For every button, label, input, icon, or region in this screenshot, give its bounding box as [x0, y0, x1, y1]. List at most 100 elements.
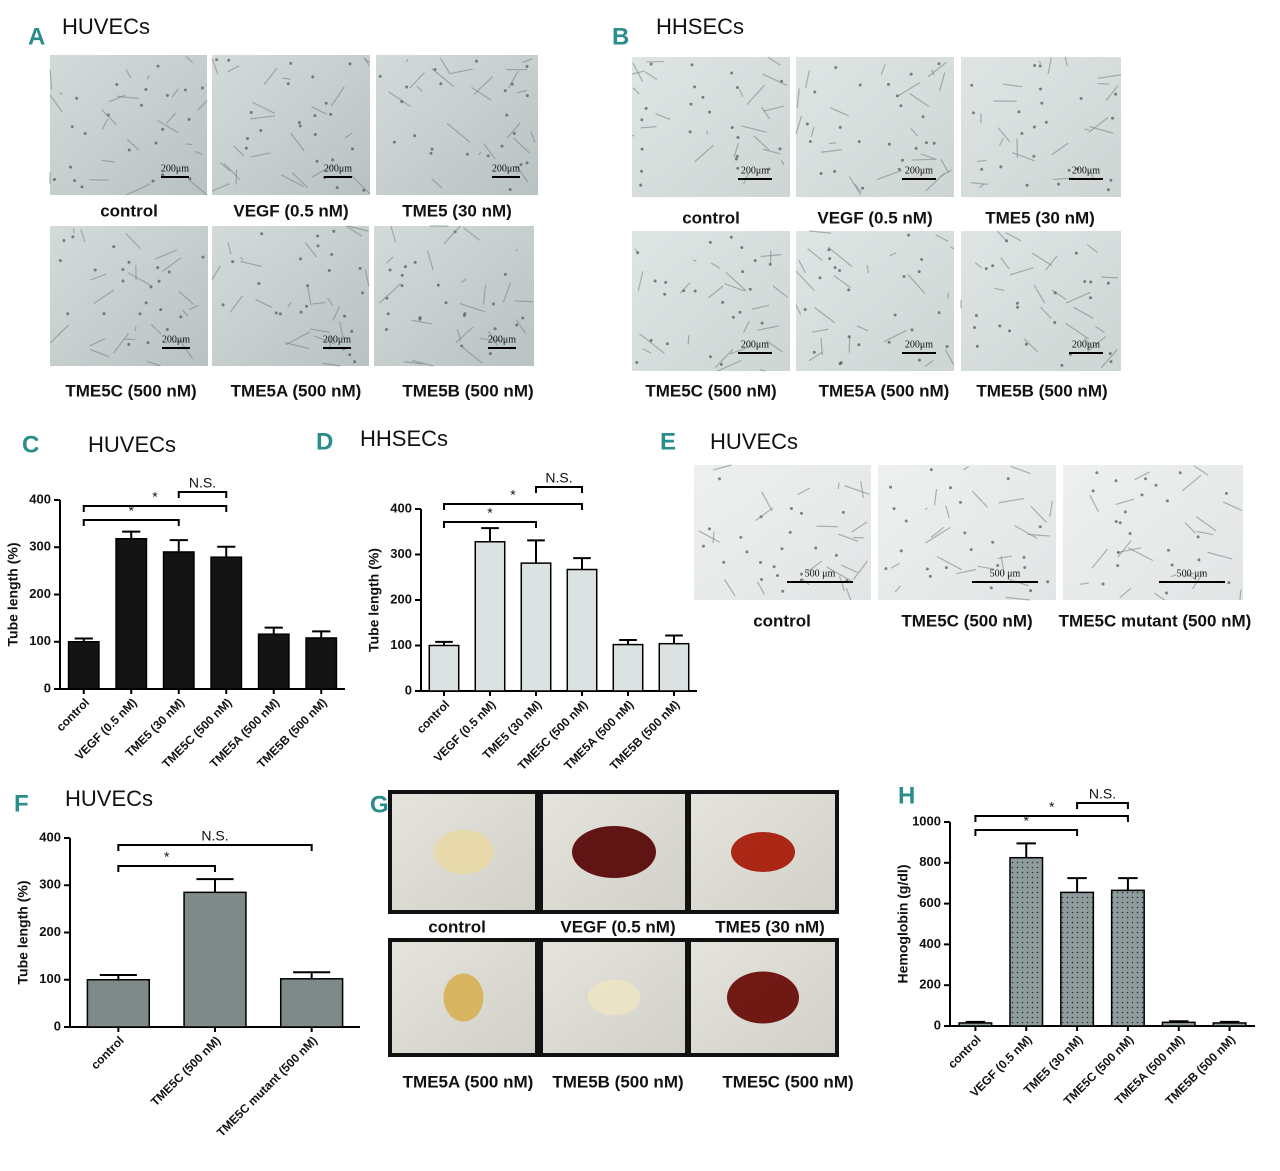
cell-network: [1100, 348, 1118, 369]
y-tick-label: 300: [29, 539, 51, 554]
cell-network: [639, 333, 665, 354]
cell: [827, 248, 831, 252]
cell: [315, 159, 319, 163]
cell-network: [364, 57, 370, 66]
cell-network: [1030, 505, 1047, 523]
cell: [1020, 132, 1024, 136]
cell-network: [194, 150, 203, 156]
cell: [146, 341, 150, 345]
cell: [58, 259, 62, 263]
cell: [259, 129, 263, 133]
cell-network: [188, 179, 208, 196]
cell-network: [757, 325, 779, 331]
y-tick-label: 400: [390, 500, 412, 515]
cell-network: [994, 287, 1005, 292]
cell: [525, 64, 529, 68]
cell-network: [1196, 516, 1217, 532]
significance-bracket: [974, 829, 1079, 836]
cell: [1044, 120, 1048, 124]
cell-network: [409, 72, 425, 89]
cell-network: [461, 278, 467, 284]
cell: [740, 245, 744, 249]
cell-network: [101, 118, 109, 130]
image-label: TME5A (500 nM): [231, 381, 362, 400]
cell: [1128, 532, 1132, 536]
y-axis-label: Tube length (%): [366, 548, 382, 652]
cell: [778, 147, 782, 151]
cell: [1140, 493, 1144, 497]
cell: [897, 167, 901, 171]
cell: [1067, 168, 1071, 172]
cell-network: [772, 285, 789, 298]
cell-network: [717, 359, 742, 372]
cell-network: [89, 338, 106, 347]
cell: [1144, 477, 1148, 481]
cell: [665, 342, 669, 346]
cell: [1114, 92, 1118, 96]
x-tick-label: control: [945, 1032, 984, 1071]
cell: [1118, 521, 1122, 525]
cell: [649, 338, 653, 342]
cell: [521, 316, 525, 320]
image-label: TME5C mutant (500 nM): [1059, 611, 1252, 630]
cell: [834, 65, 838, 69]
cell: [1164, 591, 1168, 595]
cell-network: [461, 346, 483, 364]
panel-letter: G: [370, 791, 389, 818]
cell-network: [692, 259, 697, 262]
cell: [958, 500, 962, 504]
plug-tissue: [443, 973, 484, 1022]
cell-network: [1222, 501, 1243, 512]
cell-network: [1079, 582, 1089, 585]
cell: [929, 468, 933, 472]
cell: [857, 140, 861, 144]
panel-letter: A: [28, 23, 45, 50]
cell-network: [637, 271, 644, 292]
cell: [362, 188, 366, 192]
image-label: TME5 (30 nM): [715, 917, 825, 936]
cell-network: [766, 340, 783, 353]
cell: [734, 157, 738, 161]
cell-network: [390, 225, 397, 243]
cell: [249, 110, 253, 114]
cell-network: [171, 88, 179, 98]
cell-network: [446, 122, 471, 143]
cell: [358, 266, 362, 270]
significance-bracket: [82, 519, 180, 526]
cell: [1074, 251, 1078, 255]
error-bar: [169, 539, 188, 552]
cell: [721, 300, 725, 304]
cell-network: [456, 328, 462, 341]
panel-letter: B: [612, 23, 629, 50]
cell: [781, 589, 785, 593]
cell-network: [729, 345, 752, 355]
cell: [330, 252, 334, 256]
cell-network: [833, 275, 851, 289]
cell-network: [1027, 533, 1050, 537]
cell-network: [707, 285, 724, 299]
cell-network: [290, 132, 305, 152]
cell: [828, 257, 832, 261]
cell: [887, 82, 891, 86]
cell: [1032, 125, 1036, 129]
y-axis-label: Tube length (%): [5, 543, 21, 647]
cell-network: [240, 260, 262, 268]
cell-network: [378, 283, 402, 304]
x-tick-label: control: [53, 695, 92, 734]
y-tick-label: 200: [919, 977, 941, 992]
cell: [799, 511, 803, 515]
cell: [231, 260, 235, 264]
cell: [741, 270, 745, 274]
cell-network: [856, 325, 869, 332]
cell: [1114, 479, 1118, 483]
y-tick-label: 200: [39, 924, 61, 939]
cell: [718, 477, 722, 481]
cell: [738, 310, 742, 314]
cell-network: [939, 169, 953, 178]
cell: [1038, 525, 1042, 529]
y-tick-label: 100: [39, 971, 61, 986]
significance-bracket: [443, 521, 537, 528]
image-label: control: [100, 201, 158, 220]
error-bar: [1118, 877, 1138, 891]
cell-network: [911, 158, 937, 161]
